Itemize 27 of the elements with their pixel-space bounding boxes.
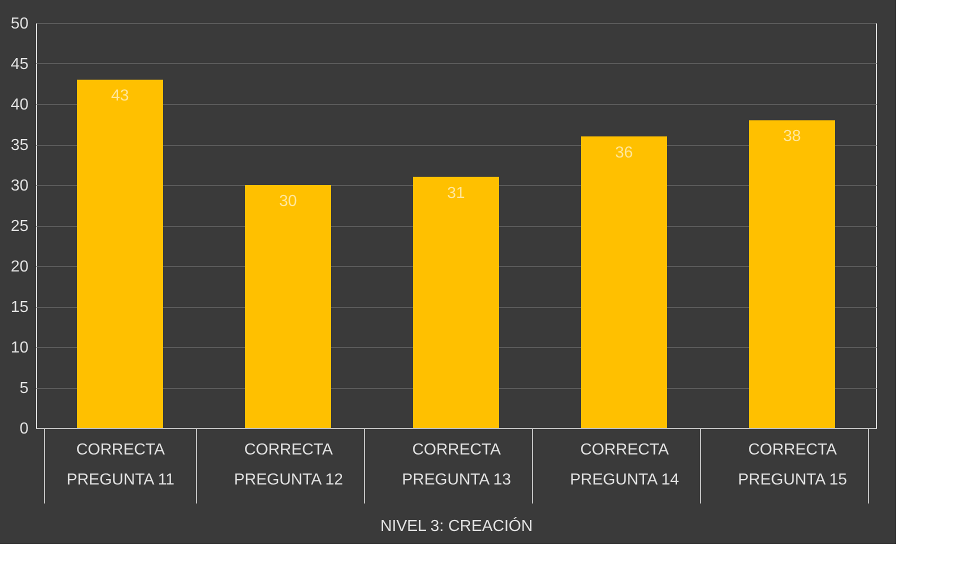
bar [77, 80, 163, 428]
data-label: 38 [783, 128, 801, 146]
y-tick-label: 45 [10, 56, 29, 73]
y-tick-label: 20 [10, 258, 29, 276]
x-axis-title: NIVEL 3: CREACIÓN [380, 517, 533, 535]
bar [413, 176, 499, 428]
bar [749, 120, 835, 428]
data-label: 43 [111, 88, 129, 105]
x-tick-label: CORRECTA PREGUNTA 13 [402, 442, 512, 488]
y-tick-label: 35 [10, 137, 29, 154]
data-label: 31 [447, 184, 465, 202]
y-tick-label: 10 [10, 340, 29, 356]
x-tick-label: CORRECTA PREGUNTA 12 [234, 442, 344, 488]
bar [581, 136, 667, 428]
y-tick-label: 15 [10, 299, 29, 316]
y-tick-label: 40 [10, 96, 29, 114]
data-label: 36 [615, 144, 633, 162]
x-tick-label: CORRECTA PREGUNTA 14 [570, 442, 680, 488]
x-tick-label: CORRECTA PREGUNTA 11 [66, 442, 175, 488]
y-tick-label: 30 [10, 178, 29, 194]
data-label: 30 [279, 193, 297, 210]
y-tick-label: 0 [20, 420, 29, 438]
y-tick-label: 5 [20, 380, 29, 397]
bar [245, 185, 331, 428]
y-tick-label: 50 [10, 16, 29, 32]
y-tick-label: 25 [10, 218, 29, 235]
x-tick-label: CORRECTA PREGUNTA 15 [738, 442, 848, 488]
